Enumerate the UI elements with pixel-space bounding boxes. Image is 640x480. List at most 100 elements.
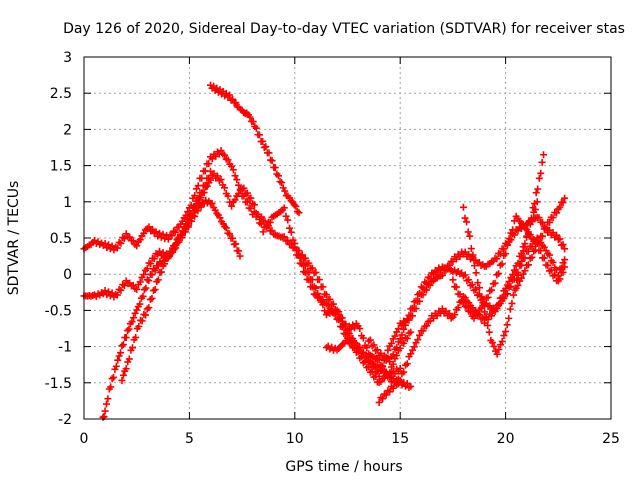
data-point — [519, 247, 527, 255]
data-point — [101, 407, 109, 415]
data-point — [531, 246, 539, 254]
data-point — [213, 84, 221, 92]
data-point — [484, 293, 492, 301]
data-point — [268, 227, 276, 235]
data-point — [410, 343, 418, 351]
data-point — [403, 380, 411, 388]
data-point — [465, 276, 473, 284]
data-point — [150, 255, 158, 263]
data-point — [129, 237, 137, 245]
data-point — [319, 283, 327, 291]
data-point — [481, 301, 489, 309]
data-point — [506, 305, 514, 313]
data-point — [373, 346, 381, 354]
y-tick-labels: -2 -1.5 -1 -0.5 0 0.5 1 1.5 2 2.5 3 — [45, 50, 72, 428]
data-point — [143, 265, 151, 273]
grid-lines — [84, 57, 611, 419]
y-tick-label: 0 — [63, 267, 72, 283]
y-axis-label: SDTVAR / TECUs — [6, 181, 22, 296]
data-point — [291, 243, 299, 251]
data-point — [481, 308, 489, 316]
data-point — [206, 176, 214, 184]
series-track-12 — [322, 328, 415, 386]
data-point — [366, 336, 374, 344]
y-tick-label: 1.5 — [50, 159, 72, 175]
data-point — [423, 286, 431, 294]
data-point — [164, 235, 172, 243]
data-point — [264, 222, 272, 230]
data-point — [178, 232, 186, 240]
data-point — [503, 290, 511, 298]
data-point — [529, 204, 537, 212]
data-point — [393, 352, 401, 360]
data-point — [537, 169, 545, 177]
data-point — [493, 255, 501, 263]
data-point — [559, 241, 567, 249]
data-point — [217, 147, 225, 155]
data-point — [101, 239, 109, 247]
data-point — [549, 229, 557, 237]
data-point — [151, 286, 159, 294]
data-point — [412, 297, 420, 305]
data-point — [474, 279, 482, 287]
data-point — [495, 346, 503, 354]
data-point — [553, 209, 561, 217]
data-point — [393, 381, 401, 389]
data-point — [509, 226, 517, 234]
data-point — [231, 172, 239, 180]
data-point — [546, 218, 554, 226]
data-point — [157, 268, 165, 276]
data-point — [502, 250, 510, 258]
data-point — [438, 271, 446, 279]
data-point — [538, 158, 546, 166]
data-point — [233, 176, 241, 184]
data-point — [210, 170, 218, 178]
data-point — [405, 311, 413, 319]
data-point — [312, 284, 320, 292]
data-point — [142, 311, 150, 319]
data-point — [358, 353, 366, 361]
data-point — [466, 232, 474, 240]
data-point — [342, 325, 350, 333]
data-point — [125, 325, 133, 333]
data-point — [261, 217, 269, 225]
data-point — [379, 363, 387, 371]
data-point — [356, 325, 364, 333]
data-point — [528, 253, 536, 261]
data-point — [151, 266, 159, 274]
data-point — [416, 331, 424, 339]
data-point — [105, 288, 113, 296]
data-point — [403, 334, 411, 342]
data-point — [259, 228, 267, 236]
data-point — [368, 368, 376, 376]
data-point — [322, 291, 330, 299]
series-track-11 — [512, 194, 569, 292]
data-point — [236, 252, 244, 260]
data-point — [433, 268, 441, 276]
data-point — [546, 226, 554, 234]
data-point — [250, 201, 258, 209]
data-point — [407, 350, 415, 358]
data-point — [271, 164, 279, 172]
data-point — [171, 228, 179, 236]
data-point — [298, 251, 306, 259]
data-point — [225, 230, 233, 238]
data-point — [464, 228, 472, 236]
data-point — [136, 278, 144, 286]
data-point — [254, 210, 262, 218]
data-point — [250, 208, 258, 216]
data-point — [527, 214, 535, 222]
y-tick-label: -1 — [58, 340, 72, 356]
data-point — [140, 229, 148, 237]
data-point — [403, 360, 411, 368]
data-point — [468, 281, 476, 289]
data-point — [449, 257, 457, 265]
data-point — [216, 214, 224, 222]
data-point — [229, 166, 237, 174]
data-point — [535, 239, 543, 247]
data-point — [312, 268, 320, 276]
data-point — [117, 286, 125, 294]
data-point — [507, 282, 515, 290]
data-point — [551, 271, 559, 279]
